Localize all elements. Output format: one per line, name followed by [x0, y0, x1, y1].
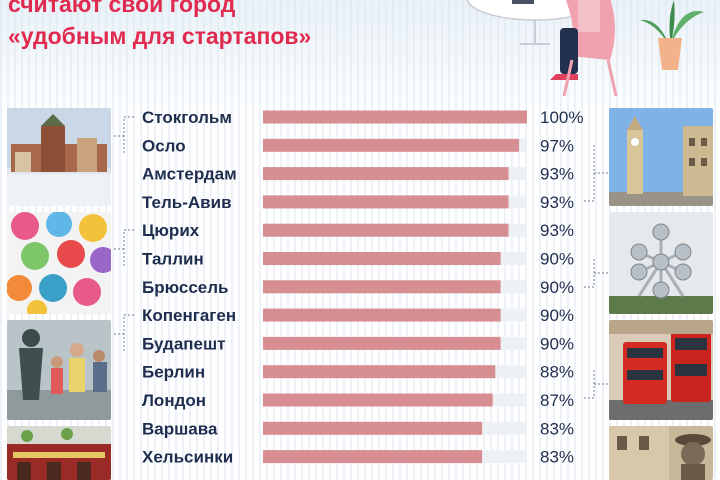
statue-crowd-photo-icon: [7, 320, 111, 420]
value-label: 90%: [540, 334, 574, 353]
atomium-photo-icon: [609, 212, 713, 314]
bar: [263, 223, 509, 237]
city-label: Тель-Авив: [142, 193, 232, 212]
chart-title: считают свой город «удобным для стартапо…: [8, 0, 311, 52]
person-with-laptop-illustration: [466, 0, 704, 97]
bar: [263, 393, 493, 407]
city-label: Копенгаген: [142, 306, 236, 325]
umbrellas-photo-icon: [7, 212, 111, 314]
bar: [263, 138, 520, 152]
city-label: Амстердам: [142, 165, 237, 184]
bar: [263, 167, 509, 181]
photo-connector: [584, 370, 608, 399]
clock-tower-photo-icon: [609, 108, 713, 206]
city-label: Осло: [142, 136, 186, 155]
bar: [263, 195, 509, 209]
bar: [263, 421, 483, 435]
value-label: 90%: [540, 250, 574, 269]
value-label: 87%: [540, 391, 574, 410]
value-label: 88%: [540, 363, 574, 382]
stockholm-photo-icon: [7, 108, 111, 206]
value-label: 83%: [540, 448, 574, 467]
title-line-1: считают свой город: [8, 0, 236, 17]
bar: [263, 336, 501, 350]
photo-connector: [584, 259, 608, 288]
photo-connector: [112, 229, 134, 268]
photo-connector: [112, 314, 134, 353]
bar: [263, 450, 483, 464]
bar: [263, 308, 501, 322]
city-label: Варшава: [142, 419, 218, 438]
don-quixote-statue-photo-icon: [609, 426, 713, 480]
city-label: Цюрих: [142, 221, 200, 240]
value-label: 83%: [540, 419, 574, 438]
photo-connector: [112, 116, 134, 155]
value-label: 100%: [540, 108, 583, 127]
photo-connector: [584, 145, 608, 202]
value-label: 93%: [540, 193, 574, 212]
city-label: Берлин: [142, 363, 205, 382]
city-label: Хельсинки: [142, 448, 233, 467]
city-label: Таллин: [142, 250, 204, 269]
bar: [263, 280, 501, 294]
pub-photo-icon: [7, 426, 111, 480]
value-label: 90%: [540, 278, 574, 297]
bar: [263, 365, 496, 379]
value-label: 93%: [540, 165, 574, 184]
city-label: Брюссель: [142, 278, 229, 297]
city-label: Стокгольм: [142, 108, 232, 127]
title-line-2: «удобным для стартапов»: [8, 23, 312, 49]
red-buses-photo-icon: [609, 320, 713, 420]
value-label: 90%: [540, 306, 574, 325]
city-label: Лондон: [142, 391, 206, 410]
value-label: 97%: [540, 136, 574, 155]
value-label: 93%: [540, 221, 574, 240]
city-label: Будапешт: [142, 334, 226, 353]
bar: [263, 252, 501, 265]
bar: [263, 110, 527, 124]
